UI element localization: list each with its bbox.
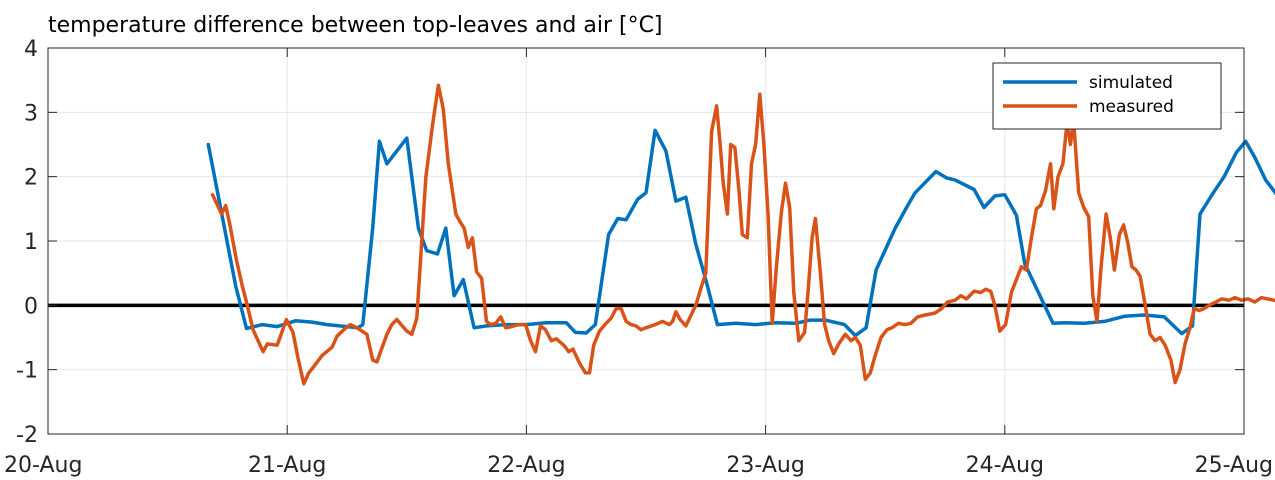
y-tick-label: 4 [24,37,38,62]
y-tick-label: 1 [24,230,38,255]
legend-label-measured: measured [1089,97,1174,117]
series-line-simulated [206,128,1275,338]
x-tick-label: 25-Aug [1195,453,1273,478]
series-line-measured [210,83,1275,386]
legend: simulated measured [992,62,1222,130]
x-tick-label: 21-Aug [248,453,326,478]
legend-label-simulated: simulated [1089,73,1173,93]
y-tick-label: 2 [24,166,38,191]
y-tick-label: -2 [16,423,38,448]
x-tick-label: 22-Aug [487,453,565,478]
y-tick-label: 0 [24,294,38,319]
y-tick-label: 3 [24,101,38,126]
chart-title: temperature difference between top-leave… [48,13,663,38]
x-tick-label: 20-Aug [4,453,82,478]
x-tick-label: 24-Aug [966,453,1044,478]
x-tick-label: 23-Aug [726,453,804,478]
series-lines [206,83,1275,386]
legend-box [992,62,1222,130]
axis-ticks: -2 -1 0 1 2 3 4 20-Aug 21-Aug 22-Aug 23-Aug 24-Aug 2… [4,37,1273,478]
y-tick-label: -1 [16,359,38,384]
